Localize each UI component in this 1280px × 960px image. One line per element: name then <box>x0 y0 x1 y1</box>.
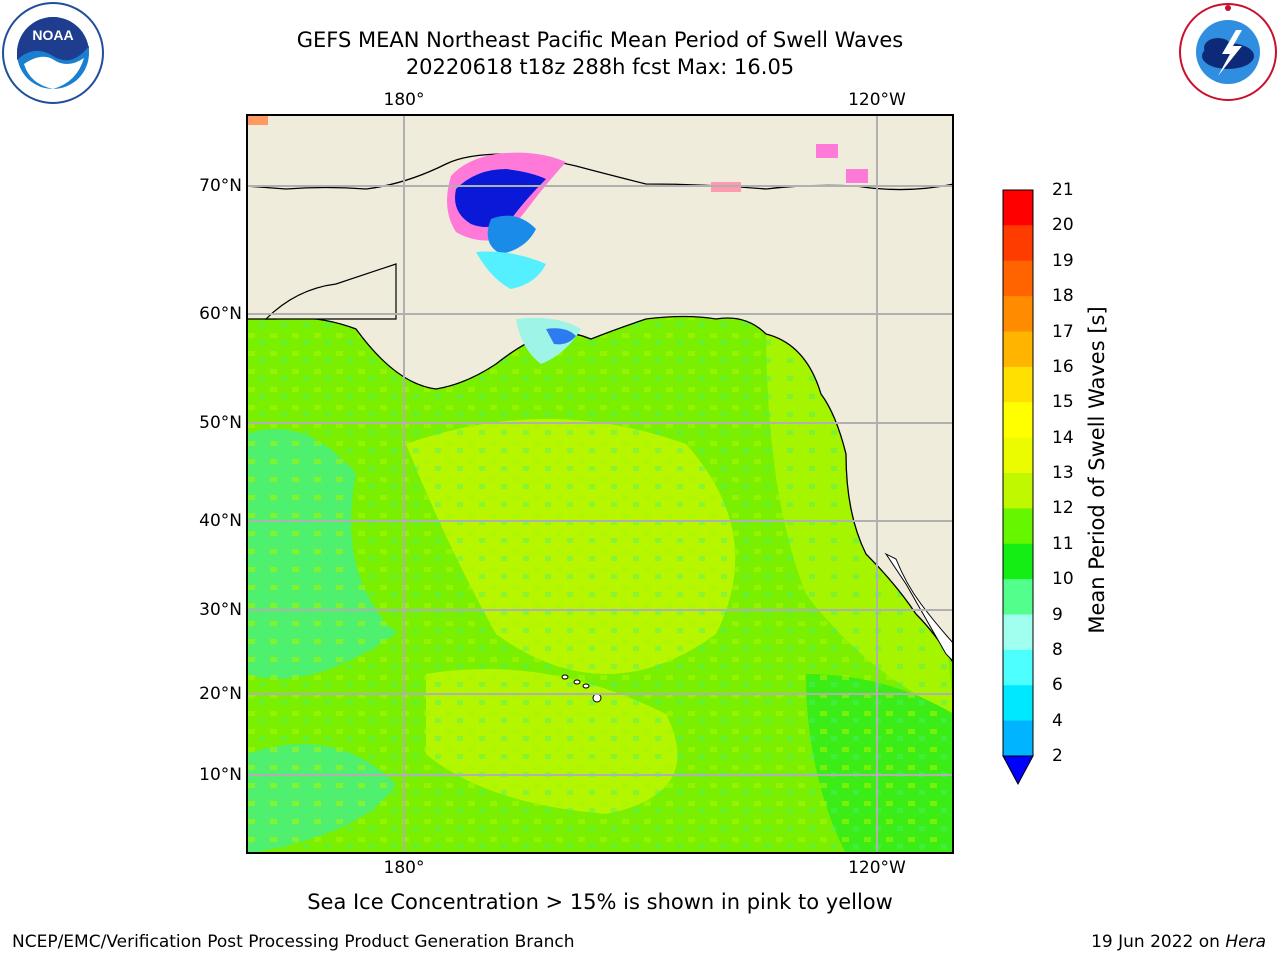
colorbar-label-13: 13 <box>1052 463 1074 483</box>
colorbar-title: Mean Period of Swell Waves [s] <box>1085 306 1109 634</box>
colorbar-label-20: 20 <box>1052 215 1074 236</box>
colorbar-swatch-4 <box>1003 720 1033 757</box>
national-weather-service-logo <box>1178 2 1278 102</box>
colorbar-swatch-15 <box>1003 402 1033 439</box>
lon-label-180-bottom: 180° <box>383 858 425 878</box>
colorbar-label-15: 15 <box>1052 392 1074 413</box>
land-mass <box>246 114 954 666</box>
credit-system: Hera <box>1225 932 1266 952</box>
colorbar-swatch-18 <box>1003 296 1033 332</box>
credit-left: NCEP/EMC/Verification Post Processing Pr… <box>12 932 575 952</box>
lat-label-20n: 20°N <box>199 684 242 704</box>
map-panel <box>246 114 954 854</box>
colorbar-label-17: 17 <box>1052 321 1074 342</box>
lon-label-180-top: 180° <box>383 90 425 110</box>
sea-ice-field <box>246 116 868 364</box>
graticule <box>246 114 954 854</box>
colorbar-swatch-12 <box>1003 508 1033 545</box>
hawaii-islands <box>561 674 602 703</box>
lat-label-60n: 60°N <box>199 304 242 324</box>
colorbar-swatch-10 <box>1003 579 1033 615</box>
map-subtitle: 20220618 t18z 288h fcst Max: 16.05 <box>405 55 795 79</box>
colorbar-label-11: 11 <box>1052 533 1074 554</box>
colorbar-swatch-11 <box>1003 543 1033 580</box>
colorbar-swatch-16 <box>1003 366 1033 403</box>
lat-label-10n: 10°N <box>199 765 242 785</box>
colorbar <box>1000 186 1050 786</box>
colorbar-swatch-8 <box>1003 649 1033 686</box>
colorbar-swatch-6 <box>1003 685 1033 722</box>
noaa-logo: NOAA <box>2 2 104 104</box>
colorbar-label-14: 14 <box>1052 427 1074 448</box>
sea-ice-footnote: Sea Ice Concentration > 15% is shown in … <box>307 890 893 914</box>
colorbar-label-2: 2 <box>1052 746 1063 766</box>
colorbar-swatch-14 <box>1003 437 1033 474</box>
colorbar-label-19: 19 <box>1052 250 1074 271</box>
credit-date: 19 Jun 2022 on <box>1091 932 1226 952</box>
colorbar-swatch-20 <box>1003 225 1033 262</box>
colorbar-label-12: 12 <box>1052 498 1074 519</box>
colorbar-label-6: 6 <box>1052 675 1063 696</box>
colorbar-under-arrow <box>1002 755 1034 786</box>
lat-label-70n: 70°N <box>199 176 242 196</box>
colorbar-label-10: 10 <box>1052 569 1074 590</box>
colorbar-swatch-17 <box>1003 331 1033 368</box>
colorbar-swatch-21 <box>1003 190 1033 226</box>
colorbar-swatch-19 <box>1003 260 1033 297</box>
lon-label-120w-bottom: 120°W <box>848 858 906 878</box>
colorbar-label-18: 18 <box>1052 286 1074 307</box>
colorbar-label-4: 4 <box>1052 710 1063 731</box>
credit-right: 19 Jun 2022 on Hera <box>1091 932 1266 952</box>
colorbar-label-16: 16 <box>1052 356 1074 377</box>
colorbar-label-9: 9 <box>1052 604 1063 625</box>
colorbar-outline <box>1002 189 1034 757</box>
lat-label-50n: 50°N <box>199 413 242 433</box>
lat-label-40n: 40°N <box>199 511 242 531</box>
colorbar-swatch-13 <box>1003 473 1033 509</box>
map-title: GEFS MEAN Northeast Pacific Mean Period … <box>296 28 904 52</box>
colorbar-swatch-9 <box>1003 614 1033 651</box>
svg-text:NOAA: NOAA <box>32 27 73 43</box>
colorbar-label-21: 21 <box>1052 180 1074 200</box>
colorbar-label-8: 8 <box>1052 639 1063 660</box>
lat-label-30n: 30°N <box>199 600 242 620</box>
lon-label-120w-top: 120°W <box>848 90 906 110</box>
